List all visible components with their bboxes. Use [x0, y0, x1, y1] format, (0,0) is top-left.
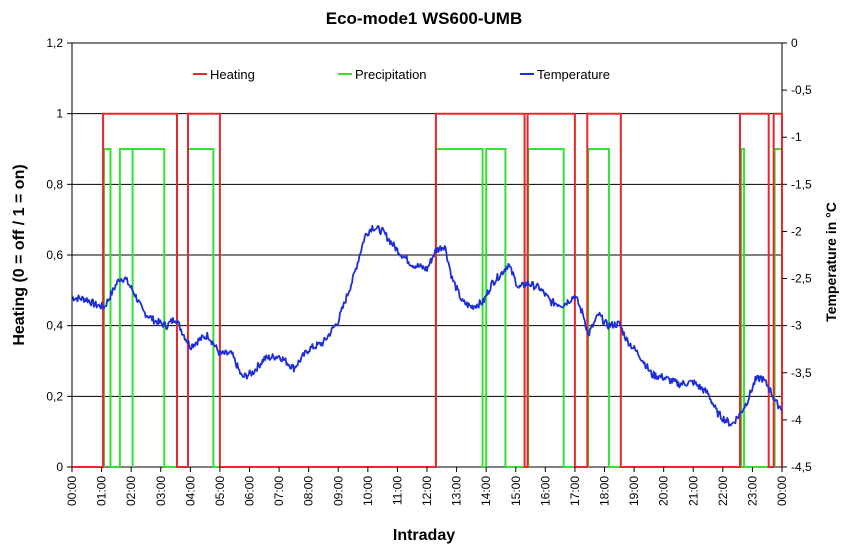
y2-tick-label: -1,5: [791, 177, 812, 191]
y-tick-label: 0,2: [46, 389, 63, 403]
x-tick-label: 04:00: [183, 476, 197, 506]
x-tick-label: 12:00: [420, 476, 434, 506]
x-axis-title: Intraday: [393, 527, 455, 544]
grid: [72, 113, 782, 397]
x-tick-label: 23:00: [745, 476, 759, 506]
y2-tick-label: -4: [791, 413, 802, 427]
x-tick-label: 15:00: [509, 476, 523, 506]
x-tick-label: 21:00: [686, 476, 700, 506]
series-line-precipitation: [72, 148, 783, 468]
y-tick-label: 1: [56, 107, 63, 121]
y2-tick-label: -1: [791, 130, 802, 144]
y2-tick-label: -3,5: [791, 366, 812, 380]
y2-tick-label: -0,5: [791, 83, 812, 97]
y-tick-label: 1,2: [46, 36, 63, 50]
y2-tick-label: -2,5: [791, 272, 812, 286]
y2-tick-label: -2: [791, 224, 802, 238]
series-layer: [71, 112, 783, 468]
legend-label-temperature: Temperature: [537, 67, 610, 82]
x-tick-label: 18:00: [598, 476, 612, 506]
x-tick-label: 20:00: [657, 476, 671, 506]
x-tick-label: 17:00: [568, 476, 582, 506]
x-tick-label: 13:00: [450, 476, 464, 506]
x-tick-label: 01:00: [95, 476, 109, 506]
y-tick-label: 0,6: [46, 248, 63, 262]
y-tick-label: 0,4: [46, 319, 63, 333]
y-tick-label: 0: [56, 460, 63, 474]
x-tick-label: 16:00: [538, 476, 552, 506]
x-tick-label: 07:00: [272, 476, 286, 506]
series-line-heating: [72, 112, 783, 468]
x-tick-label: 10:00: [361, 476, 375, 506]
x-tick-label: 14:00: [479, 476, 493, 506]
x-tick-label: 11:00: [390, 476, 404, 505]
x-tick-label: 00:00: [775, 476, 789, 506]
x-tick-label: 03:00: [154, 476, 168, 506]
y-tick-label: 0,8: [46, 177, 63, 191]
x-tick-label: 05:00: [213, 476, 227, 506]
y2-tick-label: -3: [791, 319, 802, 333]
y2-axis-title: Temperature in °C: [823, 202, 839, 322]
y2-tick-label: -4,5: [791, 460, 812, 474]
chart-title: Eco-mode1 WS600-UMB: [326, 9, 522, 28]
x-tick-label: 02:00: [124, 476, 138, 506]
y-axis-title: Heating (0 = off / 1 = on): [11, 164, 28, 345]
legend: Heating Precipitation Temperature: [193, 67, 610, 82]
y2-tick-label: 0: [791, 36, 798, 50]
x-tick-label: 09:00: [331, 476, 345, 506]
x-tick-label: 08:00: [302, 476, 316, 506]
series-line-temperature: [71, 224, 783, 427]
x-tick-label: 22:00: [716, 476, 730, 506]
legend-label-heating: Heating: [210, 67, 255, 82]
axes-layer: 0 0,2 0,4 0,6 0,8 1 1,2 0 -0,5 -1 -1,5 -2 -2,5 -3 -3,5…: [46, 36, 812, 506]
x-tick-label: 19:00: [627, 476, 641, 506]
x-tick-label: 06:00: [243, 476, 257, 506]
legend-label-precipitation: Precipitation: [355, 67, 427, 82]
x-tick-label: 00:00: [65, 476, 79, 506]
